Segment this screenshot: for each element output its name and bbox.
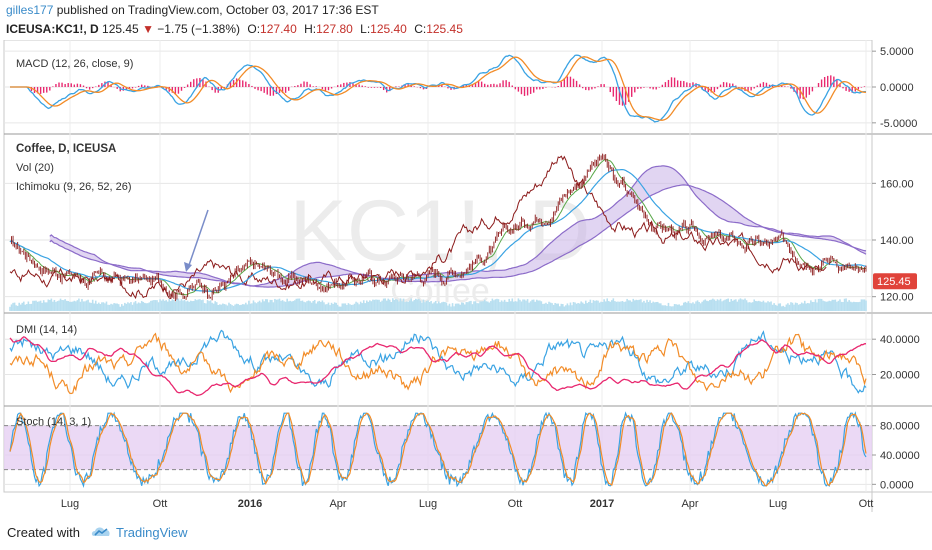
x-tick-label: Lug: [769, 498, 787, 510]
symbol-line: ICEUSA:KC1!, D 125.45 ▼ −1.75 (−1.38%) O…: [6, 22, 463, 36]
down-arrow-icon: ▼: [142, 22, 154, 36]
ichimoku-legend: Ichimoku (9, 26, 52, 26): [16, 181, 132, 193]
ichimoku-lagging-span: [9, 155, 827, 300]
high-value: 127.80: [316, 22, 353, 36]
ichimoku-span-b: [49, 184, 867, 288]
x-tick-label: Apr: [329, 498, 346, 510]
created-with-label: Created with: [7, 525, 80, 540]
high-label: H:: [304, 22, 317, 36]
adx-line: [9, 336, 867, 397]
open-value: 127.40: [260, 22, 297, 36]
annotation-arrow: [187, 209, 209, 269]
tradingview-brand[interactable]: TradingView: [116, 525, 188, 540]
dmi-pane-title: DMI (14, 14): [16, 324, 77, 336]
x-tick-label: Ott: [859, 498, 874, 510]
x-tick-label: Lug: [419, 498, 437, 510]
y-tick-label: 40.0000: [880, 450, 920, 462]
y-tick-label: 5.0000: [880, 46, 914, 58]
open-label: O:: [247, 22, 261, 36]
y-tick-label: -5.0000: [880, 118, 917, 130]
x-tick-label: 2016: [238, 498, 262, 510]
y-tick-label: 40.0000: [880, 334, 920, 346]
low-value: 125.40: [370, 22, 407, 36]
publish-line: gilles177 published on TradingView.com, …: [6, 3, 379, 17]
x-tick-label: Lug: [61, 498, 79, 510]
close-value: 125.45: [426, 22, 463, 36]
y-tick-label: 20.0000: [880, 370, 920, 382]
stoch-d-line: [9, 412, 867, 487]
author-link[interactable]: gilles177: [6, 3, 54, 17]
low-label: L:: [360, 22, 371, 36]
x-tick-label: Ott: [153, 498, 168, 510]
annotation-arrowhead: [184, 262, 192, 272]
y-tick-label: 160.00: [880, 178, 914, 190]
dmi-plus-line: [9, 329, 867, 394]
chart-canvas[interactable]: 5.0000 0.0000 -5.0000 160.00 140.00 120.00 40.…: [0, 40, 932, 512]
macd-pane-title: MACD (12, 26, close, 9): [16, 58, 133, 70]
y-tick-label: 0.0000: [880, 479, 914, 491]
close-label: C:: [414, 22, 427, 36]
macd-signal-line: [10, 56, 867, 121]
tradingview-logo-icon: [91, 527, 110, 536]
last-price: 125.45: [102, 22, 139, 36]
price-change: −1.75 (−1.38%): [157, 22, 241, 36]
publish-info: published on TradingView.com, October 03…: [56, 3, 379, 17]
last-price-badge: [873, 273, 917, 290]
y-tick-label: 80.0000: [880, 421, 920, 433]
x-tick-label: 2017: [590, 498, 614, 510]
footer: Created with TradingView: [0, 512, 932, 550]
price-pane-title: Coffee, D, ICEUSA: [16, 143, 116, 155]
y-tick-label: 0.0000: [880, 82, 914, 94]
symbol-name: ICEUSA:KC1!, D: [6, 22, 99, 36]
stoch-pane-title: Stoch (14, 3, 1): [16, 416, 91, 428]
y-tick-label: 120.00: [880, 292, 914, 304]
y-tick-label: 140.00: [880, 235, 914, 247]
volume-legend: Vol (20): [16, 162, 54, 174]
x-tick-label: Apr: [681, 498, 698, 510]
ichimoku-span-a: [49, 165, 867, 287]
dmi-minus-line: [9, 332, 867, 395]
last-price-badge-label: 125.45: [877, 276, 911, 288]
x-tick-label: Ott: [508, 498, 523, 510]
stoch-band: [4, 425, 872, 470]
